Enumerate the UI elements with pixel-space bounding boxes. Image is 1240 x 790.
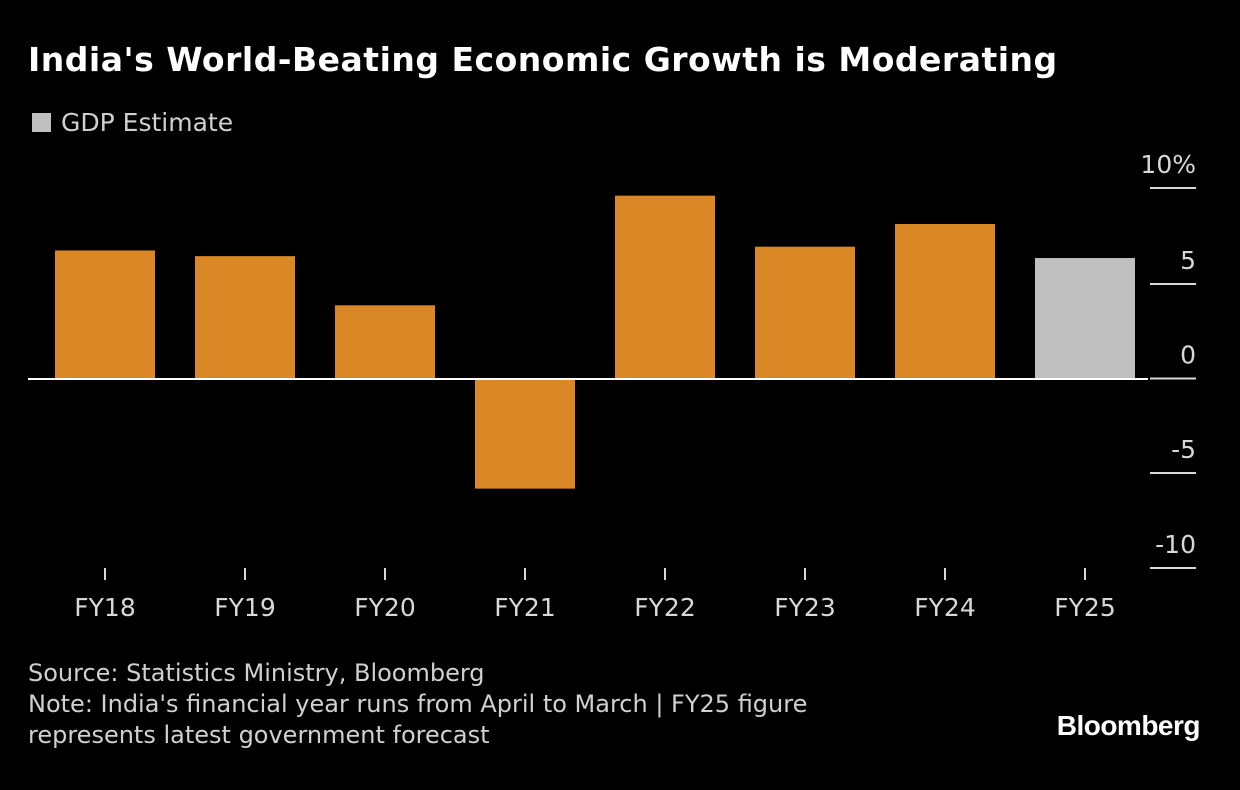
legend-label-estimate: GDP Estimate <box>61 108 234 137</box>
footnote-line-1: Note: India's financial year runs from A… <box>28 690 808 718</box>
bar-fy21 <box>475 379 575 489</box>
bar-fy22 <box>615 195 715 379</box>
bloomberg-logo: Bloomberg <box>1056 710 1201 741</box>
x-tick-label-fy24: FY24 <box>914 593 975 622</box>
bar-fy20 <box>335 305 435 379</box>
y-tick-label-0: 10% <box>1140 150 1196 179</box>
y-tick-label-4: -10 <box>1155 530 1196 559</box>
x-tick-label-fy25: FY25 <box>1054 593 1115 622</box>
bar-fy25 <box>1035 258 1135 379</box>
chart-title: India's World-Beating Economic Growth is… <box>28 40 1058 79</box>
x-tick-label-fy21: FY21 <box>494 593 555 622</box>
x-tick-label-fy20: FY20 <box>354 593 415 622</box>
y-tick-label-1: 5 <box>1180 246 1196 275</box>
bar-chart: FY18 FY19 FY20 FY21 FY22 FY23 FY24 FY25 10% 5 0 -5 -… <box>28 150 1196 622</box>
y-tick-label-3: -5 <box>1171 435 1196 464</box>
bar-fy19 <box>195 256 295 379</box>
x-tick-label-fy19: FY19 <box>214 593 275 622</box>
x-tick-label-fy18: FY18 <box>74 593 135 622</box>
bar-fy23 <box>755 246 855 379</box>
footnote-line-2: represents latest government forecast <box>28 721 490 749</box>
x-tick-label-fy22: FY22 <box>634 593 695 622</box>
x-tick-label-fy23: FY23 <box>774 593 835 622</box>
source-note: Source: Statistics Ministry, Bloomberg <box>28 659 485 687</box>
legend-swatch-estimate <box>32 113 51 132</box>
legend: GDP Estimate <box>32 108 233 137</box>
y-tick-label-2: 0 <box>1180 341 1196 370</box>
bar-fy24 <box>895 224 995 379</box>
footer: Source: Statistics Ministry, Bloomberg N… <box>28 658 807 751</box>
bar-fy18 <box>55 250 155 379</box>
